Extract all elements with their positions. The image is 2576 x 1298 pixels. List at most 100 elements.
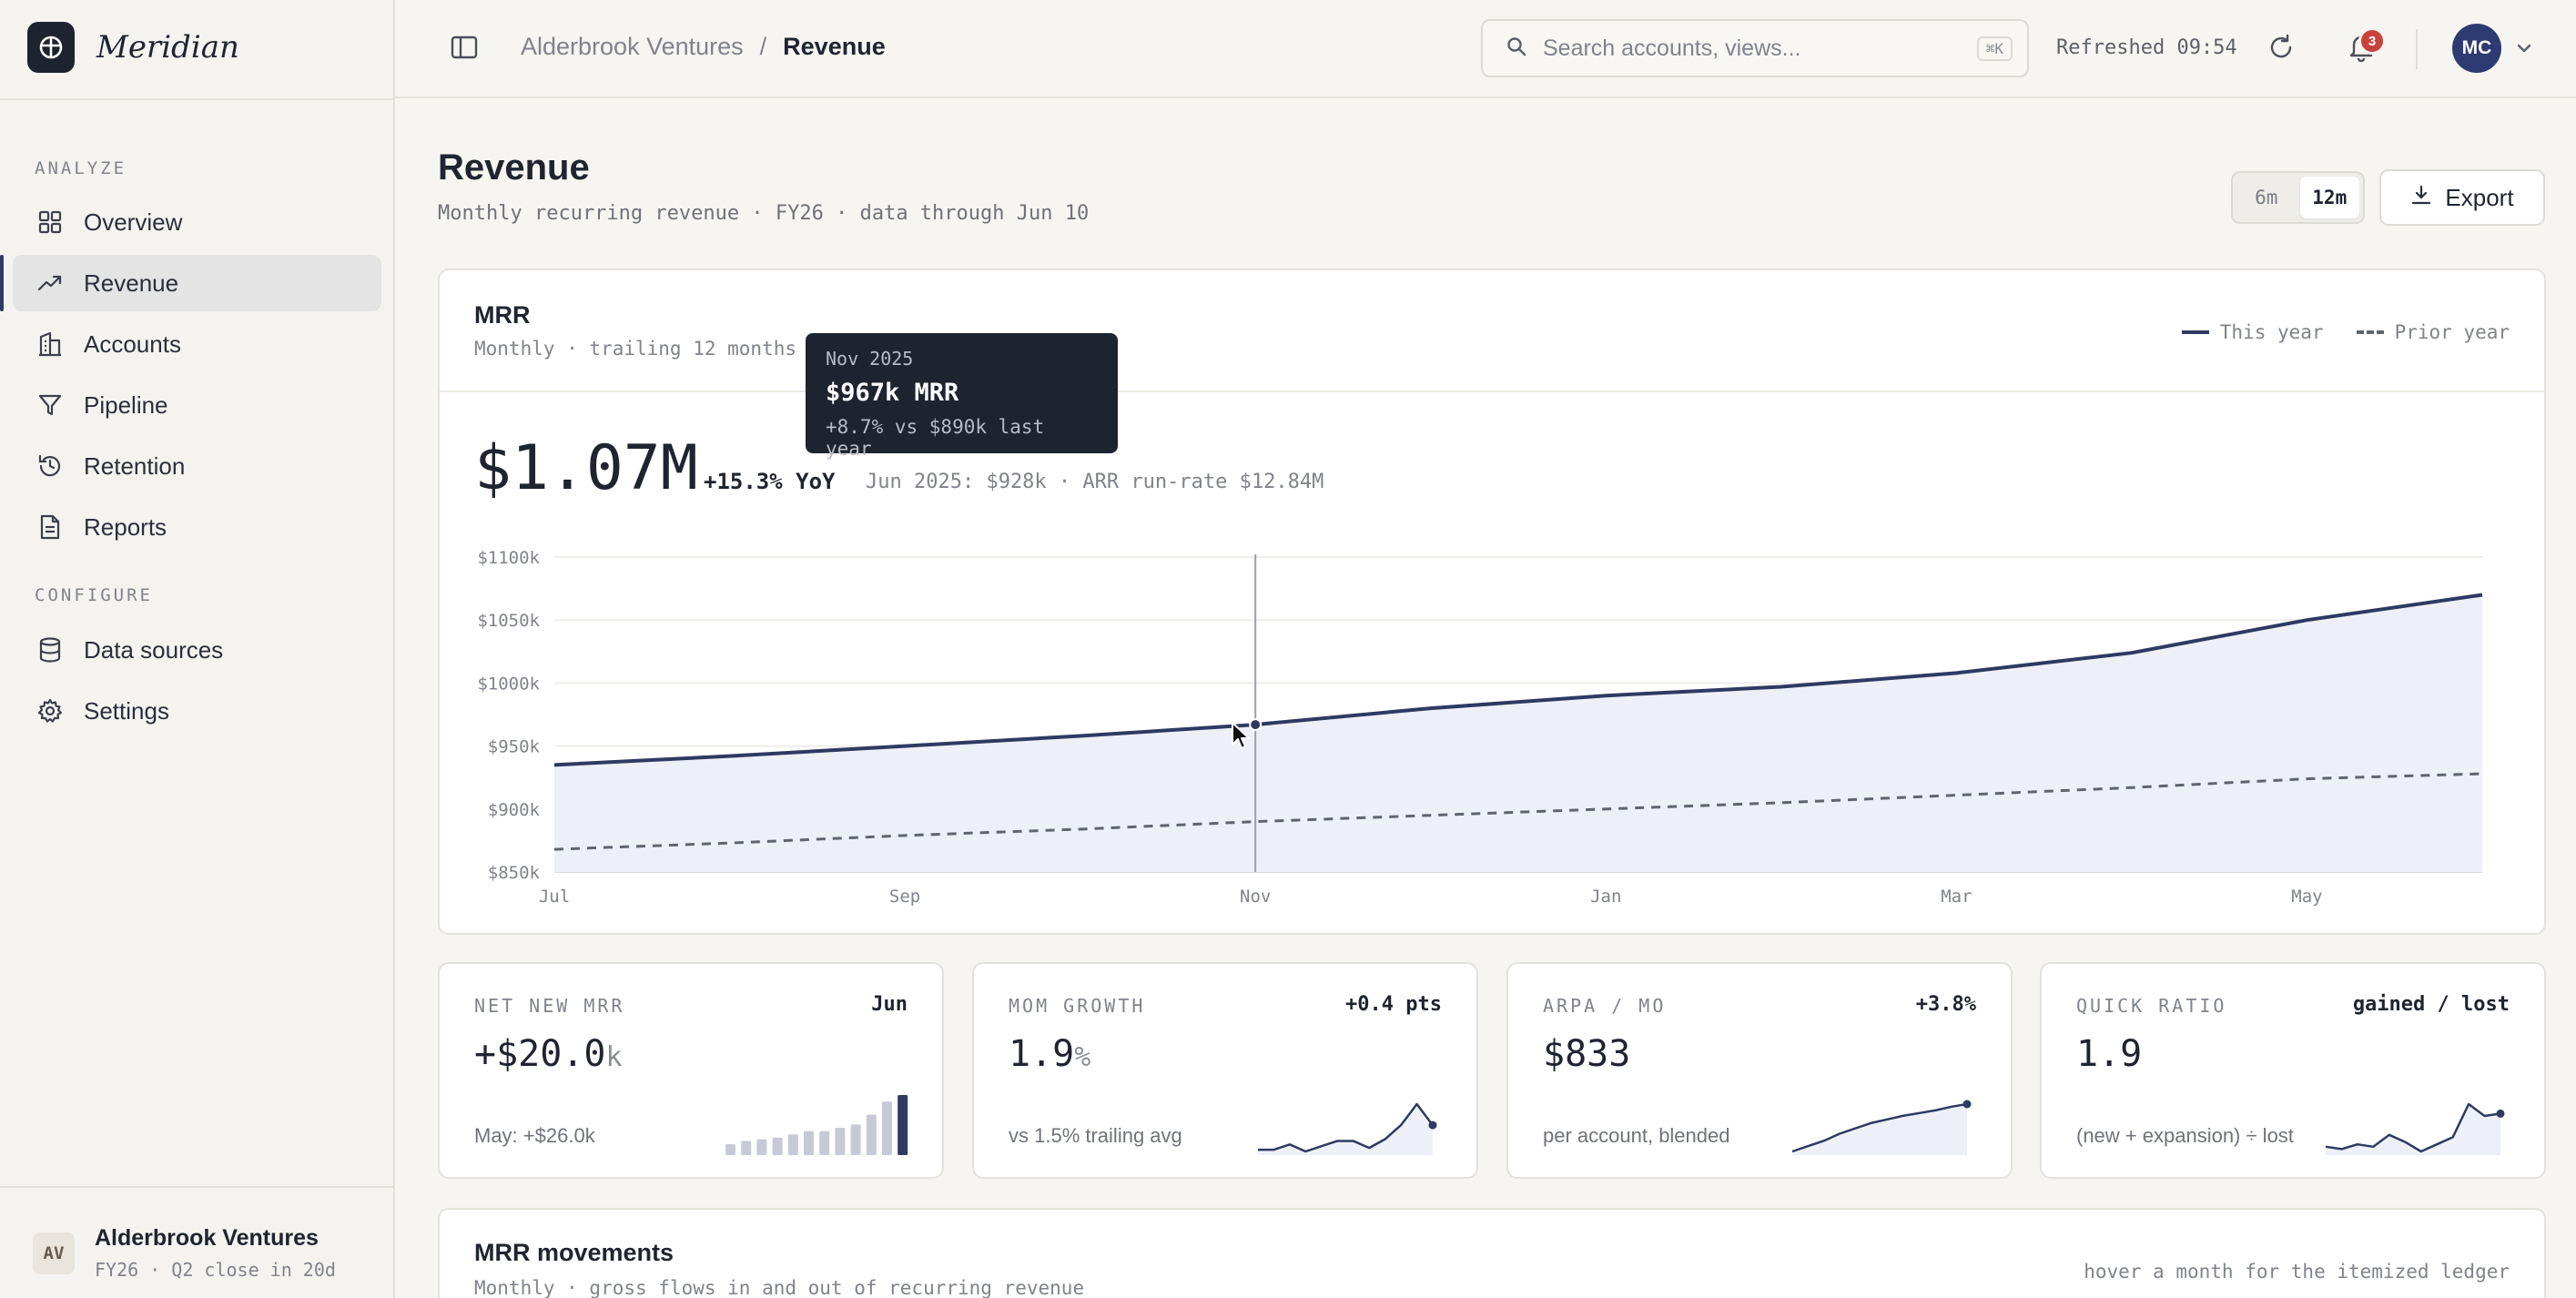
kpi-label: MOM GROWTH [1009, 995, 1146, 1017]
kpi-footnote: vs 1.5% trailing avg [1009, 1124, 1182, 1147]
spark-line [2325, 1102, 2501, 1153]
movements-title: MRR movements [474, 1239, 674, 1266]
sidebar-toggle-icon[interactable] [450, 33, 479, 62]
spark-bar [835, 1128, 846, 1155]
mouse-cursor-icon [1231, 721, 1253, 752]
kpi-label: ARPA / MO [1543, 995, 1667, 1017]
breadcrumb-parent[interactable]: Alderbrook Ventures [521, 33, 744, 60]
page-title: Revenue [438, 147, 590, 188]
refreshed-status: Refreshed 09:54 [2056, 36, 2237, 59]
grid-icon [36, 208, 64, 236]
spark-bar [882, 1101, 892, 1155]
sidebar-item-label: Retention [84, 451, 186, 480]
sidebar-item-data-sources[interactable]: Data sources [13, 622, 381, 678]
kpi-card-net-new-mrr[interactable]: NET NEW MRR Jun +$20.0k May: +$26.0k [438, 962, 944, 1179]
download-icon [2410, 184, 2432, 212]
kpi-footnote: per account, blended [1543, 1124, 1730, 1147]
sidebar-item-reports[interactable]: Reports [13, 499, 381, 555]
y-tick-label: $850k [488, 863, 541, 883]
user-avatar[interactable]: MC [2452, 24, 2501, 73]
range-option-6m[interactable]: 6m [2255, 187, 2278, 208]
breadcrumb-separator: / [759, 33, 767, 60]
app-name: Meridian [96, 29, 239, 66]
sidebar-item-pipeline[interactable]: Pipeline [13, 377, 381, 433]
spark-bar [756, 1139, 767, 1155]
kpi-card-mom-growth[interactable]: MOM GROWTH +0.4 pts 1.9% vs 1.5% trailin… [972, 962, 1478, 1179]
legend-label: This year [2219, 321, 2324, 343]
kpi-value: 1.9% [1009, 1033, 1091, 1075]
range-option-12m[interactable]: 12m [2299, 177, 2359, 218]
highlight-point [1249, 718, 1263, 732]
tooltip-delta: +8.7% vs $890k last year [826, 416, 1045, 460]
y-tick-label: $1050k [477, 611, 540, 631]
kpi-value: $833 [1543, 1033, 1631, 1075]
x-tick-label: Jul [539, 887, 570, 907]
search-shortcut: ⌘K [1976, 36, 2013, 61]
org-name: Alderbrook Ventures [95, 1225, 319, 1251]
tooltip-date: Nov 2025 [826, 348, 914, 370]
legend-swatch-solid [2181, 330, 2209, 334]
kpi-delta: +0.4 pts [1345, 993, 1442, 1016]
legend-swatch-dashed [2356, 330, 2384, 334]
trending-up-icon [36, 269, 64, 297]
sidebar-item-label: Pipeline [84, 390, 168, 419]
kpi-sparkline [725, 1095, 908, 1155]
range-toggle: 6m 12m [2231, 171, 2365, 224]
y-tick-label: $1100k [477, 548, 540, 568]
series-line-prior-year [553, 772, 2483, 851]
yoy-change: +15.3% YoY [704, 469, 836, 494]
spark-bar [725, 1144, 735, 1155]
movements-subtitle: Monthly · gross flows in and out of recu… [474, 1277, 1085, 1298]
spark-bar [804, 1131, 814, 1155]
sidebar-item-revenue[interactable]: Revenue [13, 255, 381, 311]
kpi-footnote: May: +$26.0k [474, 1124, 595, 1147]
y-tick-label: $950k [488, 737, 541, 757]
y-tick-label: $900k [488, 800, 541, 820]
spark-area [1258, 1104, 1433, 1155]
history-icon [36, 452, 64, 480]
page-subtitle: Monthly recurring revenue · FY26 · data … [438, 202, 1090, 225]
sidebar-item-overview[interactable]: Overview [13, 194, 381, 250]
sidebar-item-label: Accounts [84, 330, 181, 358]
export-button[interactable]: Export [2379, 169, 2545, 226]
search-icon [1506, 36, 1526, 61]
topbar-divider [2416, 29, 2418, 69]
spark-bar [787, 1134, 798, 1155]
spark-area [2326, 1104, 2500, 1155]
x-tick-label: Jan [1590, 887, 1621, 907]
sidebar-item-accounts[interactable]: Accounts [13, 316, 381, 372]
kpi-footnote: (new + expansion) ÷ lost [2076, 1124, 2294, 1147]
org-avatar: AV [33, 1232, 75, 1274]
spark-endpoint [1962, 1100, 1972, 1109]
sidebar-item-settings[interactable]: Settings [13, 683, 381, 739]
brand[interactable]: Meridian [27, 22, 239, 73]
mrr-chart[interactable]: $850k $900k $950k $1000k $1050k $1100k Jul Sep N… [440, 270, 2548, 937]
refresh-icon[interactable] [2267, 33, 2297, 64]
sidebar-item-retention[interactable]: Retention [13, 438, 381, 494]
x-tick-label: Nov [1240, 887, 1271, 907]
kpi-card-arpa[interactable]: ARPA / MO +3.8% $833 per account, blende… [1506, 962, 2013, 1179]
card-divider [440, 390, 2544, 392]
series-area-this-year [554, 594, 2482, 872]
legend-item-prior-year[interactable]: Prior year [2356, 321, 2510, 343]
kpi-label: QUICK RATIO [2076, 995, 2227, 1017]
kpi-value: 1.9 [2076, 1033, 2143, 1075]
org-switcher[interactable]: AV Alderbrook Ventures FY26 · Q2 close i… [33, 1225, 336, 1281]
y-tick-label: $1000k [477, 674, 540, 694]
movements-hint: hover a month for the itemized ledger [2084, 1261, 2510, 1283]
building-icon [36, 330, 64, 358]
legend-item-this-year[interactable]: This year [2181, 321, 2324, 343]
chart-tooltip: Nov 2025 $967k MRR +8.7% vs $890k last y… [806, 333, 1118, 460]
tooltip-value: $967k MRR [826, 379, 959, 407]
search-box[interactable]: ⌘K [1481, 19, 2029, 77]
search-input[interactable] [1543, 35, 1943, 62]
x-tick-label: Mar [1941, 887, 1972, 907]
chevron-down-icon[interactable] [2516, 40, 2532, 56]
kpi-card-quick-ratio[interactable]: QUICK RATIO gained / lost 1.9 (new + exp… [2040, 962, 2546, 1179]
org-meta: FY26 · Q2 close in 20d [95, 1259, 336, 1281]
spark-bar [772, 1137, 783, 1155]
filter-icon [36, 391, 64, 419]
breadcrumb: Alderbrook Ventures / Revenue [521, 33, 886, 61]
legend-label: Prior year [2394, 321, 2510, 343]
chart-legend: This year Prior year [2181, 321, 2510, 343]
